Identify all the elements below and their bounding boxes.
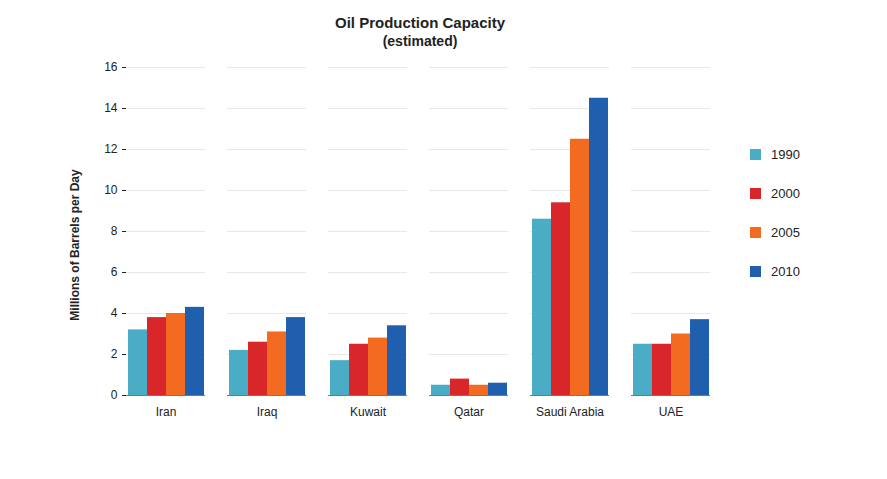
html-text:2005: 2005: [771, 225, 800, 240]
html-text:(estimated): (estimated): [382, 33, 458, 49]
svg-text:UAE: UAE: [659, 405, 684, 419]
svg-text:12: 12: [104, 142, 118, 156]
svg-text:Saudi Arabia: Saudi Arabia: [536, 405, 604, 419]
html-text:2010: 2010: [771, 264, 800, 279]
html-text:2000: 2000: [771, 186, 800, 201]
svg-text:16: 16: [104, 60, 118, 74]
svg-text:10: 10: [104, 183, 118, 197]
svg-text:Qatar: Qatar: [454, 405, 484, 419]
svg-text:14: 14: [104, 101, 118, 115]
html-text:1990: 1990: [771, 147, 800, 162]
svg-text:2: 2: [111, 347, 118, 361]
svg-text:0: 0: [111, 388, 118, 402]
html-text:Millions of Barrels per Day: Millions of Barrels per Day: [68, 169, 82, 321]
svg-text:Kuwait: Kuwait: [350, 405, 387, 419]
html-text:Oil Production Capacity: Oil Production Capacity: [335, 14, 505, 31]
svg-text:Iraq: Iraq: [257, 405, 278, 419]
svg-text:4: 4: [111, 306, 118, 320]
svg-text:8: 8: [111, 224, 118, 238]
svg-text:6: 6: [111, 265, 118, 279]
svg-text:Iran: Iran: [156, 405, 177, 419]
